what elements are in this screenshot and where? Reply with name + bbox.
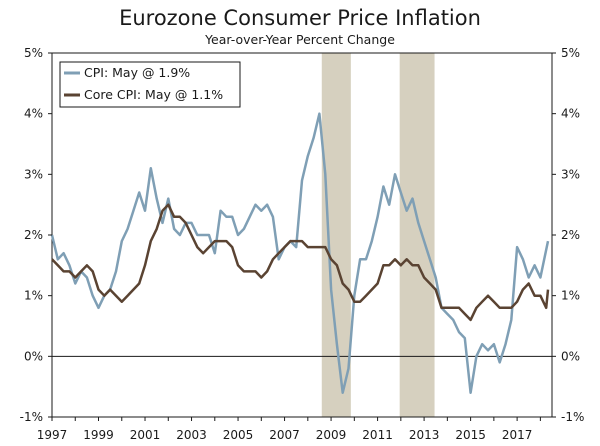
y-tick-label-right: 4%	[561, 107, 580, 121]
recession-band-1	[399, 53, 435, 417]
legend-label-core-cpi: Core CPI: May @ 1.1%	[84, 87, 223, 102]
y-tick-label-left: 5%	[24, 46, 43, 60]
y-tick-label-left: 1%	[24, 289, 43, 303]
y-tick-label-left: 4%	[24, 107, 43, 121]
left-axis-labels: -1% 0% 1% 2% 3% 4% 5%	[20, 46, 52, 424]
x-tick-label: 2007	[269, 428, 300, 442]
x-tick-label: 2013	[409, 428, 440, 442]
y-tick-label-right: 5%	[561, 46, 580, 60]
x-tick-label: 1999	[83, 428, 114, 442]
core-cpi-line	[51, 203, 550, 322]
y-tick-label-right: 3%	[561, 167, 580, 181]
x-axis-labels: 1997 1999 2001 2003 2005 2007 2009 2011 2013 2015…	[37, 417, 541, 442]
right-axis-labels: -1% 0% 1% 2% 3% 4% 5%	[552, 46, 584, 424]
x-tick-label: 2009	[316, 428, 347, 442]
legend-label-cpi: CPI: May @ 1.9%	[84, 65, 190, 80]
plot-frame	[51, 52, 553, 418]
series-lines	[50, 112, 550, 394]
x-tick-label: 2001	[130, 428, 161, 442]
y-tick-label-right: -1%	[561, 410, 584, 424]
x-tick-label: 2005	[223, 428, 254, 442]
x-tick-label: 2015	[455, 428, 486, 442]
y-tick-label-right: 2%	[561, 228, 580, 242]
y-tick-label-left: 0%	[24, 349, 43, 363]
y-tick-label-right: 1%	[561, 289, 580, 303]
y-tick-label-right: 0%	[561, 349, 580, 363]
cpi-line	[50, 112, 550, 394]
y-tick-label-left: -1%	[20, 410, 43, 424]
legend-box	[59, 61, 241, 108]
x-tick-label: 2011	[362, 428, 393, 442]
x-tick-label: 2017	[502, 428, 533, 442]
chart-title: Eurozone Consumer Price Inflation	[119, 6, 481, 30]
y-tick-label-left: 2%	[24, 228, 43, 242]
x-tick-label: 2003	[176, 428, 207, 442]
legend: CPI: May @ 1.9% Core CPI: May @ 1.1%	[59, 61, 241, 108]
chart-subtitle: Year-over-Year Percent Change	[204, 32, 395, 47]
recession-band-0	[321, 53, 351, 417]
x-tick-label: 1997	[37, 428, 68, 442]
y-tick-label-left: 3%	[24, 167, 43, 181]
